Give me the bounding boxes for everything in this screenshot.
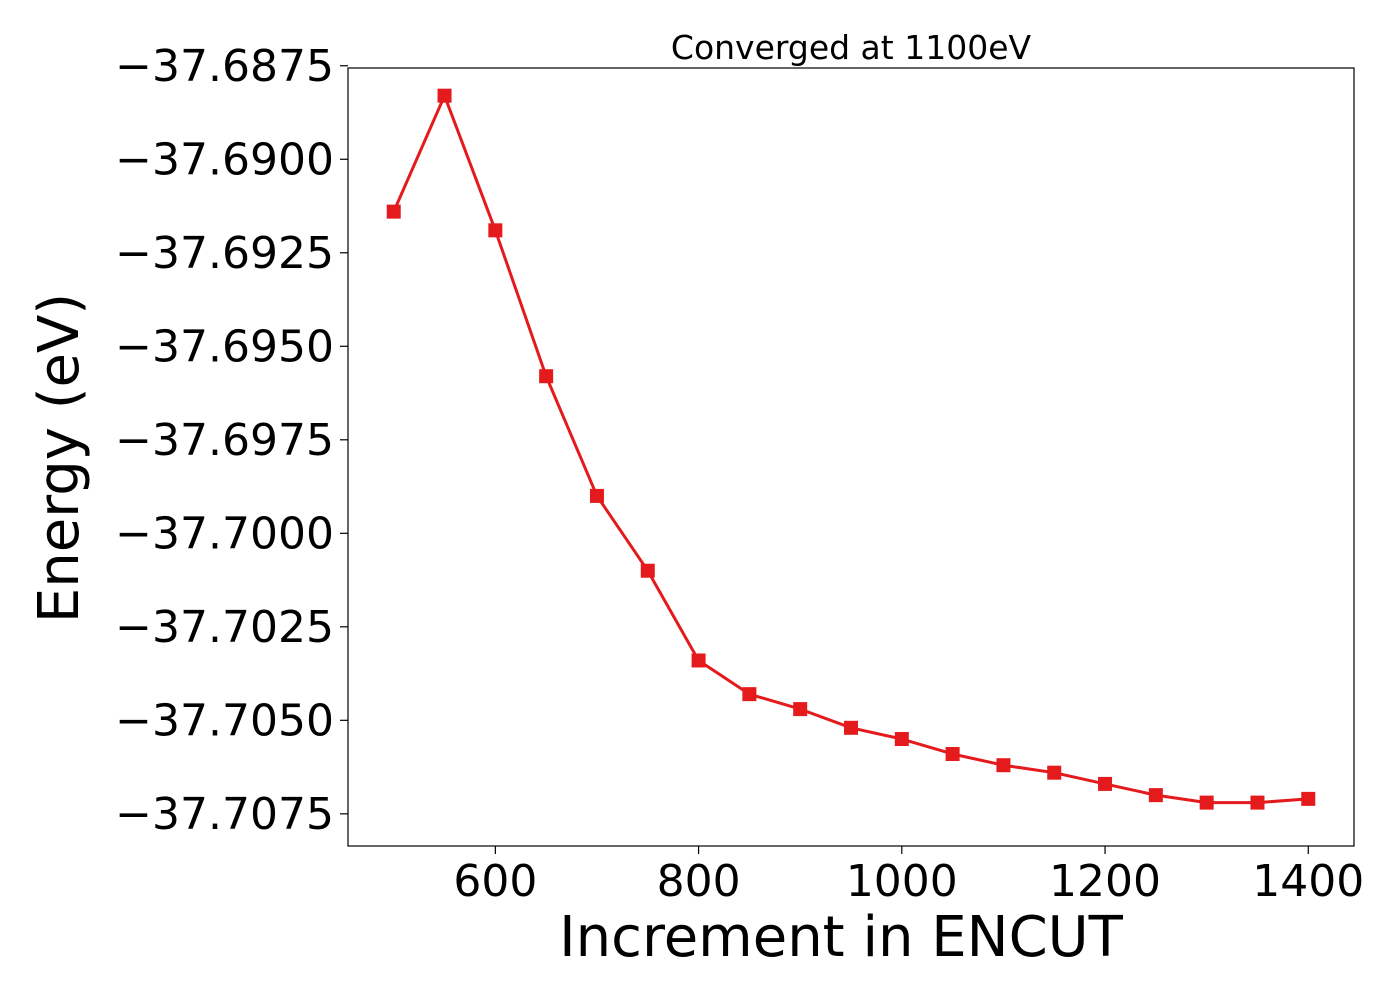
chart-title: Converged at 1100eV bbox=[671, 28, 1032, 67]
series-layer bbox=[386, 88, 1316, 810]
data-point-marker bbox=[1047, 765, 1062, 780]
data-point-marker bbox=[793, 702, 808, 717]
y-tick-label: −37.6900 bbox=[115, 134, 334, 185]
x-tick-label: 600 bbox=[453, 856, 537, 907]
y-tick-label: −37.6875 bbox=[115, 41, 334, 92]
y-tick-label: −37.6950 bbox=[115, 321, 334, 372]
x-tick-label: 1400 bbox=[1252, 856, 1364, 907]
data-point-marker bbox=[488, 223, 503, 238]
data-point-marker bbox=[539, 369, 554, 384]
y-tick-label: −37.7025 bbox=[115, 602, 334, 653]
data-point-marker bbox=[844, 720, 858, 735]
data-point-marker bbox=[742, 687, 757, 702]
y-tick-label: −37.6975 bbox=[115, 415, 334, 466]
data-point-marker bbox=[1199, 795, 1214, 810]
x-axis-label: Increment in ENCUT bbox=[559, 905, 1124, 970]
data-point-marker bbox=[691, 653, 706, 668]
plot-area-frame bbox=[347, 67, 1355, 847]
x-axis-ticks: 600 800 1000 1200 1400 bbox=[453, 846, 1364, 907]
y-tick-label: −37.7050 bbox=[115, 695, 334, 746]
y-axis-ticks: −37.6875 −37.6900 −37.6925 −37.6950 −37.6975… bbox=[115, 41, 348, 840]
data-point-marker bbox=[640, 563, 655, 578]
data-point-marker bbox=[589, 488, 604, 503]
data-point-marker bbox=[1148, 788, 1163, 803]
data-point-marker bbox=[1098, 776, 1113, 791]
data-point-marker bbox=[894, 732, 909, 747]
x-tick-label: 1200 bbox=[1049, 856, 1161, 907]
y-tick-label: −37.7075 bbox=[115, 789, 334, 840]
series-line bbox=[392, 94, 1309, 805]
x-tick-label: 800 bbox=[657, 856, 741, 907]
x-tick-label: 1000 bbox=[846, 856, 958, 907]
data-point-marker bbox=[1301, 791, 1316, 806]
data-point-marker bbox=[437, 88, 452, 103]
data-point-marker bbox=[1250, 795, 1265, 810]
y-tick-label: −37.6925 bbox=[115, 228, 334, 279]
data-point-marker bbox=[386, 204, 401, 219]
data-point-marker bbox=[996, 758, 1011, 773]
y-tick-label: −37.7000 bbox=[115, 508, 334, 559]
y-axis-label: Energy (eV) bbox=[27, 293, 92, 623]
data-point-marker bbox=[945, 746, 960, 761]
